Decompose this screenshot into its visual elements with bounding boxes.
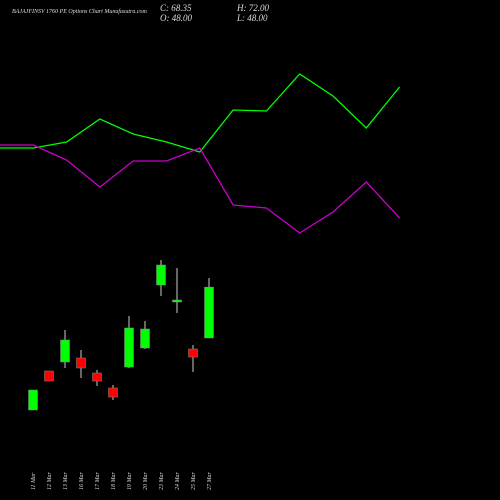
x-tick-label: 24 Mar <box>174 472 181 490</box>
stat: H: 72.00 <box>236 3 269 13</box>
x-tick-label: 23 Mar <box>159 472 165 490</box>
x-tick-label: 25 Mar <box>191 472 197 490</box>
candle-body <box>92 372 102 382</box>
x-tick-label: 27 Mar <box>207 472 213 490</box>
candle-body <box>204 286 214 339</box>
x-tick-label: 13 Mar <box>63 472 69 490</box>
candle-body <box>156 264 166 286</box>
candle-body <box>172 299 182 303</box>
x-tick-label: 18 Mar <box>111 472 117 490</box>
x-tick-label: 16 Mar <box>79 472 85 490</box>
chart-title: BAJAJFINSV 1760 PE Options Chart Munafas… <box>12 8 148 15</box>
stat: C: 68.35 <box>160 3 192 13</box>
candle-body <box>188 348 198 358</box>
indicator-line <box>0 73 401 153</box>
candle-body <box>44 370 54 382</box>
candle-body <box>60 339 70 363</box>
candle-body <box>124 327 134 368</box>
candle-body <box>140 328 150 349</box>
x-tick-label: 17 Mar <box>95 472 101 490</box>
candle-body <box>108 387 118 398</box>
candle-body <box>76 357 86 369</box>
x-tick-label: 12 Mar <box>47 472 53 490</box>
candle-body <box>28 389 38 411</box>
x-tick-label: 19 Mar <box>127 472 133 490</box>
stat: L: 48.00 <box>236 13 268 23</box>
stat: O: 48.00 <box>160 13 192 23</box>
x-tick-label: 11 Mar <box>31 472 37 490</box>
x-tick-label: 20 Mar <box>143 472 149 490</box>
indicator-line <box>0 144 401 234</box>
